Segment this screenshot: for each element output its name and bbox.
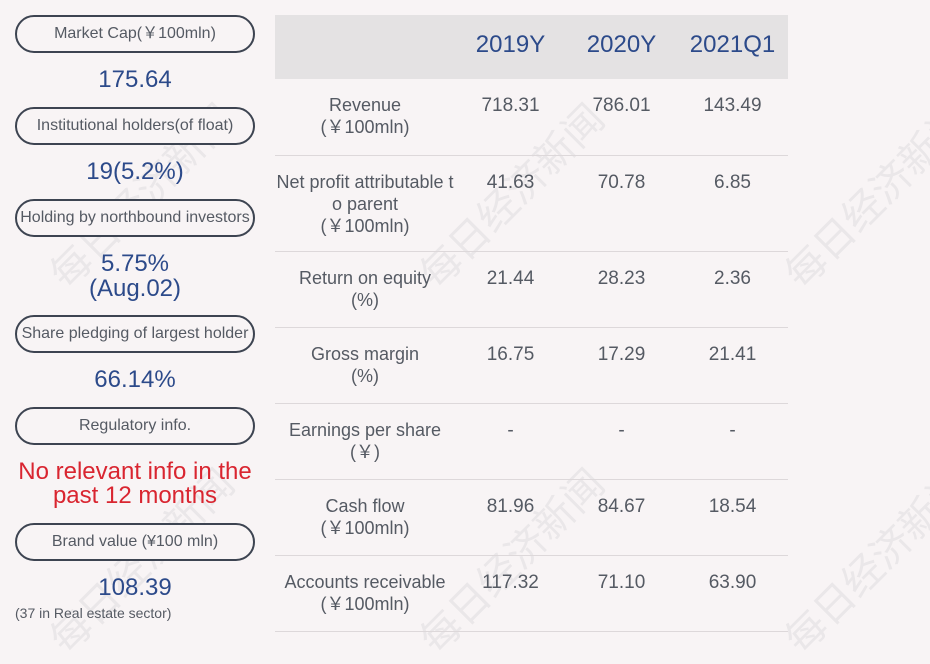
row-label: Cash flow (￥100mln)	[320, 496, 410, 538]
row-label: Gross margin (%)	[310, 344, 420, 386]
table-row: Return on equity (%) 21.44 28.23 2.36	[275, 252, 788, 328]
table-cell: 71.10	[597, 572, 646, 593]
watermark: 每日经济新闻	[776, 95, 930, 298]
brand-value-label: Brand value (¥100 mln)	[15, 523, 255, 561]
row-label: Net profit attributable t o parent (￥100…	[276, 172, 454, 236]
share-pledging-label: Share pledging of largest holder	[15, 315, 255, 353]
table-cell: 17.29	[597, 344, 646, 365]
table-header: 2019Y 2020Y 2021Q1	[275, 15, 788, 79]
table-cell: 2.36	[714, 268, 751, 289]
table-cell: 81.96	[486, 496, 535, 517]
table-row: Earnings per share (￥) - - -	[275, 404, 788, 480]
financial-table: 2019Y 2020Y 2021Q1 Revenue (￥100mln) 718…	[275, 15, 788, 632]
row-label: Return on equity (%)	[298, 268, 432, 310]
table-cell: 16.75	[486, 344, 535, 365]
table-cell: 41.63	[486, 172, 535, 193]
header-2019: 2019Y	[475, 31, 546, 58]
table-cell: 63.90	[708, 572, 757, 593]
header-2021q1: 2021Q1	[689, 31, 776, 58]
watermark: 每日经济新闻	[776, 460, 930, 663]
row-label: Earnings per share (￥)	[288, 420, 442, 462]
table-cell: 117.32	[482, 572, 539, 593]
table-row: Cash flow (￥100mln) 81.96 84.67 18.54	[275, 480, 788, 556]
header-2020: 2020Y	[586, 31, 657, 58]
row-label: Revenue (￥100mln)	[320, 95, 410, 137]
institutional-holders-value: 19(5.2%)	[86, 158, 184, 185]
table-cell: -	[507, 420, 514, 441]
regulatory-label: Regulatory info.	[15, 407, 255, 445]
table-cell: 28.23	[597, 268, 646, 289]
table-row: Revenue (￥100mln) 718.31 786.01 143.49	[275, 79, 788, 156]
table-cell: 70.78	[597, 172, 646, 193]
northbound-date: (Aug.02)	[88, 275, 182, 302]
share-pledging-value: 66.14%	[94, 366, 176, 393]
table-cell: 6.85	[714, 172, 751, 193]
northbound-label: Holding by northbound investors	[15, 199, 255, 237]
table-row: Net profit attributable t o parent (￥100…	[275, 156, 788, 252]
table-cell: 718.31	[481, 95, 540, 116]
table-cell: 84.67	[597, 496, 646, 517]
table-row: Accounts receivable (￥100mln) 117.32 71.…	[275, 556, 788, 632]
regulatory-value-line2: past 12 months	[52, 482, 218, 509]
table-cell: -	[618, 420, 625, 441]
northbound-value: 5.75%	[100, 250, 170, 277]
table-cell: 143.49	[703, 95, 762, 116]
table-cell: 786.01	[592, 95, 651, 116]
table-row: Gross margin (%) 16.75 17.29 21.41	[275, 328, 788, 404]
institutional-holders-label: Institutional holders(of float)	[15, 107, 255, 145]
brand-value: 108.39	[98, 574, 172, 601]
row-label: Accounts receivable (￥100mln)	[284, 572, 446, 614]
table-cell: 21.41	[708, 344, 757, 365]
market-cap-value: 175.64	[98, 66, 172, 93]
table-cell: 21.44	[486, 268, 535, 289]
table-cell: -	[729, 420, 736, 441]
regulatory-value-line1: No relevant info in the	[18, 458, 252, 485]
brand-sector-note: (37 in Real estate sector)	[15, 605, 172, 621]
table-cell: 18.54	[708, 496, 757, 517]
market-cap-label: Market Cap(￥100mln)	[15, 15, 255, 53]
